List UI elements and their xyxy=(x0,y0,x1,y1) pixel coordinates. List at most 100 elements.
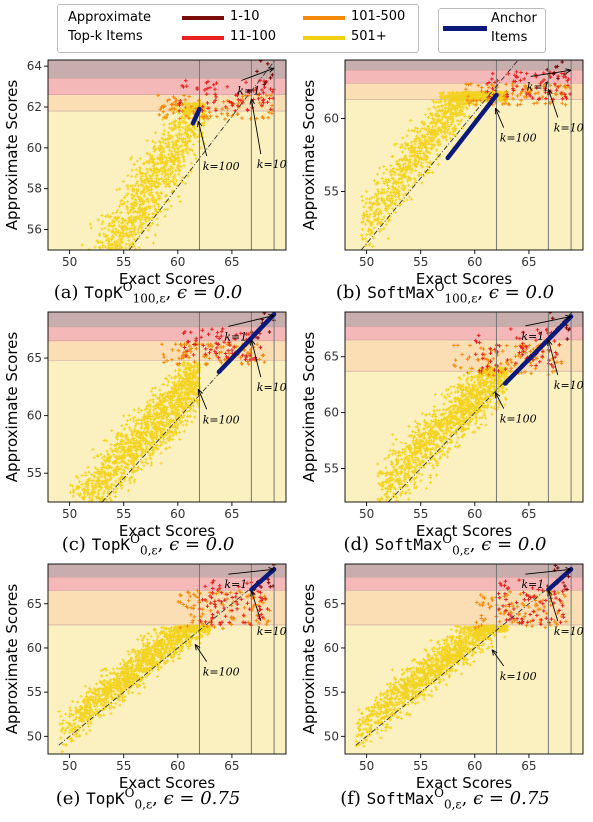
caption-c-method: TopK xyxy=(91,535,131,554)
annotation-arrowhead xyxy=(494,107,501,115)
caption-a-epsilon: ϵ = 0.0 xyxy=(177,282,243,303)
caption-e-epsilon: ϵ = 0.75 xyxy=(163,788,241,809)
annotation-arrowhead xyxy=(250,339,256,346)
annotation-arrowhead xyxy=(565,567,572,573)
annotation-label: k=1 xyxy=(521,578,544,591)
annotation-arrow xyxy=(241,67,275,81)
annotation-arrowhead xyxy=(565,68,572,74)
y-tick-label: 58 xyxy=(27,182,42,196)
caption-c-label: (c) xyxy=(61,534,86,555)
x-tick-label: 65 xyxy=(521,255,536,269)
panel-d: k=1 k=10 k=100 50 55 60 65 55 60 65 Exact Scores Ap… xyxy=(297,308,593,570)
annotation-arrowhead xyxy=(194,644,201,651)
band-top-10 xyxy=(345,577,583,591)
rank-11-100-points xyxy=(496,578,567,627)
panel-b: k=1 k=10 k=100 50 55 60 65 55 60 Exact Scores Appr… xyxy=(297,56,593,318)
panel-e: k=1 k=10 k=100 50 55 60 65 50 55 60 65 Exact Scores… xyxy=(0,560,296,822)
caption-a-sup: O xyxy=(122,280,133,294)
annotation-label: k=100 xyxy=(203,160,240,173)
caption-f: (f) SoftMaxO0,ε, ϵ = 0.75 xyxy=(340,786,550,812)
band-top-100 xyxy=(345,590,583,625)
legend-swatch-anchor xyxy=(443,26,487,31)
plot-area xyxy=(48,312,286,502)
annotation-arrow xyxy=(525,568,572,575)
x-tick-label: 65 xyxy=(224,507,239,521)
caption-e-label: (e) xyxy=(55,788,81,809)
x-axis-label: Exact Scores xyxy=(416,522,512,540)
annotation-label: k=1 xyxy=(224,578,247,591)
caption-b-sub: 100,ε xyxy=(444,291,478,306)
x-tick-label: 60 xyxy=(170,759,185,773)
x-tick-label: 55 xyxy=(116,759,131,773)
rank-11-100-points xyxy=(197,579,270,627)
annotation-arrowhead xyxy=(268,67,275,73)
y-tick-label: 55 xyxy=(27,685,42,699)
x-tick-label: 65 xyxy=(521,507,536,521)
y-tick-label: 65 xyxy=(324,597,339,611)
annotation-arrowhead xyxy=(565,314,572,321)
annotation-label: k=100 xyxy=(500,413,537,426)
x-tick-label: 60 xyxy=(467,759,482,773)
annotation-arrowhead xyxy=(250,590,256,597)
legend-label-1-10: 1-10 xyxy=(230,9,260,24)
band-rest xyxy=(345,99,583,250)
y-tick-label: 60 xyxy=(27,409,42,423)
caption-d-sub: 0,ε xyxy=(452,543,470,558)
anchor-items xyxy=(502,314,574,386)
annotation-label: k=100 xyxy=(203,413,240,426)
rank-1-10-points xyxy=(247,60,275,93)
x-tick-label: 55 xyxy=(413,759,428,773)
annotation-arrow xyxy=(197,121,208,157)
caption-a: (a) TopKO100,ε, ϵ = 0.0 xyxy=(53,280,243,306)
y-tick-label: 65 xyxy=(324,350,339,364)
axes-frame xyxy=(47,563,287,755)
y-axis-label: Approximate Scores xyxy=(300,584,318,735)
y-tick-label: 50 xyxy=(324,729,339,743)
annotation-label: k=1 xyxy=(224,330,247,343)
y-tick-label: 55 xyxy=(27,466,42,480)
caption-f-epsilon: ϵ = 0.75 xyxy=(473,788,550,809)
plot-area xyxy=(345,60,583,250)
x-tick-label: 55 xyxy=(413,507,428,521)
identity-line xyxy=(58,568,276,746)
annotation-arrowhead xyxy=(547,590,553,597)
band-top-1 xyxy=(345,60,583,71)
annotation-label: k=100 xyxy=(203,666,240,679)
annotation-label: k=1 xyxy=(237,85,260,98)
x-tick-label: 65 xyxy=(224,759,239,773)
x-tick-label: 50 xyxy=(359,507,374,521)
y-tick-label: 60 xyxy=(324,406,339,420)
axes-frame xyxy=(344,59,584,251)
caption-b-epsilon: ϵ = 0.0 xyxy=(488,282,555,303)
annotation-arrow xyxy=(547,89,559,118)
axes-frame xyxy=(47,59,287,251)
caption-c: (c) TopKO0,ε, ϵ = 0.0 xyxy=(61,532,235,558)
legend-swatch-1-10 xyxy=(182,16,224,20)
annotation-label: k=10 xyxy=(554,625,584,638)
identity-line xyxy=(355,568,573,746)
axes-frame xyxy=(344,311,584,503)
caption-a-sub: 100,ε xyxy=(132,291,166,306)
chart-svg: k=1 k=10 k=100 50 55 60 65 50 55 60 65 Exact Scores… xyxy=(300,563,584,792)
x-axis-label: Exact Scores xyxy=(416,774,512,792)
annotation-label: k=10 xyxy=(554,379,584,392)
annotation-arrow xyxy=(494,108,505,128)
annotation-arrow xyxy=(228,315,275,327)
annotation-arrowhead xyxy=(268,567,275,573)
annotation-arrow xyxy=(250,339,262,378)
caption-a-label: (a) xyxy=(53,282,79,303)
rank-11-100-points xyxy=(485,70,572,102)
y-tick-label: 65 xyxy=(27,351,42,365)
caption-e-method: TopK xyxy=(86,789,125,808)
caption-e-sup: O xyxy=(124,786,135,800)
x-tick-label: 60 xyxy=(170,507,185,521)
band-top-10 xyxy=(48,78,286,95)
annotation-arrowhead xyxy=(491,649,498,656)
annotation-arrow xyxy=(197,388,208,410)
y-tick-label: 55 xyxy=(324,461,339,475)
band-top-10 xyxy=(345,70,583,84)
annotation-arrow xyxy=(194,644,208,662)
legend-label-101-500: 101-500 xyxy=(351,9,406,24)
y-tick-label: 60 xyxy=(324,641,339,655)
